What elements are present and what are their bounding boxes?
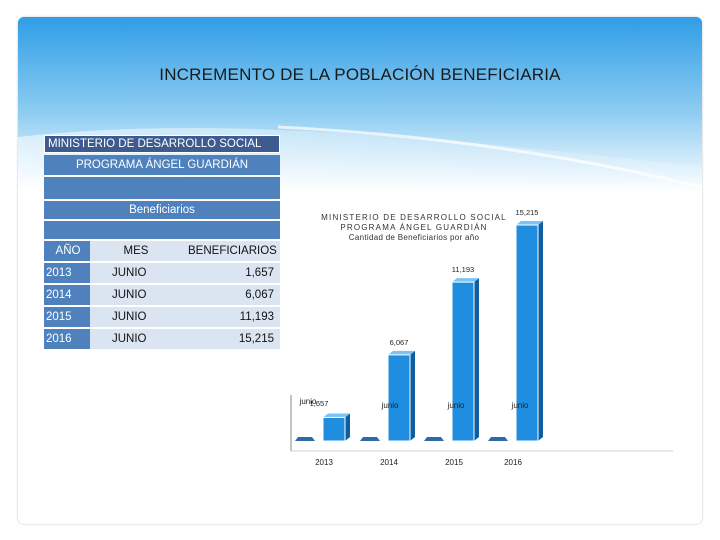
- x-tick-label: 2015: [445, 458, 463, 467]
- table-cell-beneficiaries: 11,193: [180, 307, 280, 327]
- bar-sub-label: junio: [299, 397, 317, 406]
- table-spacer: [44, 177, 280, 199]
- x-tick-label: 2014: [380, 458, 398, 467]
- bar-sub-label: junio: [447, 401, 465, 410]
- table-cell-month: JUNIO: [90, 329, 180, 349]
- table-row: 2014 JUNIO 6,067: [44, 285, 280, 305]
- table-cell-month: JUNIO: [90, 285, 180, 305]
- column-header-year: AÑO: [44, 241, 90, 261]
- table-cell-year: 2014: [44, 285, 90, 305]
- column-header-beneficiaries: BENEFICIARIOS: [180, 241, 280, 261]
- bar-base: [295, 437, 315, 441]
- bar-top: [323, 413, 350, 418]
- slide: INCREMENTO DE LA POBLACIÓN BENEFICIARIA …: [18, 17, 702, 524]
- chart-title-line1: MINISTERIO DE DESARROLLO SOCIAL: [321, 213, 507, 222]
- table-cell-month: JUNIO: [90, 307, 180, 327]
- bar-top: [516, 221, 543, 225]
- table-row: 2016 JUNIO 15,215: [44, 329, 280, 349]
- table-spacer: [44, 221, 280, 239]
- chart-title: MINISTERIO DE DESARROLLO SOCIAL PROGRAMA…: [314, 213, 514, 243]
- bar-value-label: 15,215: [516, 208, 539, 217]
- x-tick-label: 2016: [504, 458, 522, 467]
- bar-sub-label: junio: [511, 401, 529, 410]
- table-cell-beneficiaries: 1,657: [180, 263, 280, 283]
- bar-base: [360, 437, 380, 441]
- table-header-beneficiarios: Beneficiarios: [44, 201, 280, 219]
- x-tick-label: 2013: [315, 458, 333, 467]
- table-header-program: PROGRAMA ÁNGEL GUARDIÁN: [44, 155, 280, 175]
- table-cell-beneficiaries: 15,215: [180, 329, 280, 349]
- table-column-headers: AÑO MES BENEFICIARIOS: [44, 241, 280, 261]
- page-title: INCREMENTO DE LA POBLACIÓN BENEFICIARIA: [159, 65, 561, 84]
- table-row: 2013 JUNIO 1,657: [44, 263, 280, 283]
- chart-title-line2: PROGRAMA ÁNGEL GUARDIÁN: [340, 223, 488, 232]
- table-cell-year: 2016: [44, 329, 90, 349]
- bar-base: [488, 437, 508, 441]
- bar: [322, 416, 346, 442]
- table-cell-year: 2013: [44, 263, 90, 283]
- bar-value-label: 1,657: [310, 399, 329, 408]
- bar: [515, 224, 539, 442]
- chart-title-line3: Cantidad de Beneficiarios por año: [348, 233, 480, 242]
- column-header-month: MES: [90, 241, 180, 261]
- bar: [387, 354, 411, 442]
- table-cell-month: JUNIO: [90, 263, 180, 283]
- bar-side: [410, 350, 415, 441]
- bar-value-label: 6,067: [390, 338, 409, 347]
- bar-side: [474, 278, 479, 441]
- bar-side: [345, 413, 350, 441]
- bar-side: [538, 221, 543, 441]
- table-cell-beneficiaries: 6,067: [180, 285, 280, 305]
- bar-base: [424, 437, 444, 441]
- bar-sub-label: junio: [381, 401, 399, 410]
- table-header-ministry: MINISTERIO DE DESARROLLO SOCIAL: [44, 135, 280, 153]
- table-row: 2015 JUNIO 11,193: [44, 307, 280, 327]
- bar-top: [388, 350, 415, 355]
- bar-value-label: 11,193: [452, 265, 474, 274]
- table-cell-year: 2015: [44, 307, 90, 327]
- bar-top: [452, 278, 479, 283]
- bar: [451, 281, 475, 442]
